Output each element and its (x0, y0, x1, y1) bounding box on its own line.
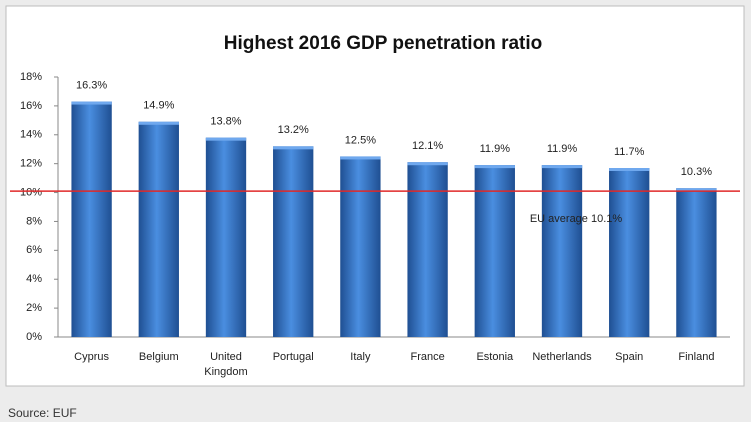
x-tick-label: Spain (615, 351, 643, 363)
x-tick-label: Finland (678, 351, 714, 363)
y-tick-label: 12% (20, 158, 42, 170)
value-label: 12.5% (345, 134, 376, 146)
value-label: 11.7% (614, 146, 645, 158)
y-tick-label: 4% (26, 273, 42, 285)
bar-top (474, 165, 515, 169)
bar (273, 146, 314, 337)
bar (138, 121, 179, 338)
value-label: 16.3% (76, 79, 107, 91)
bar (340, 156, 381, 337)
bar (609, 168, 650, 337)
x-tick-label: France (410, 351, 444, 363)
x-tick-label: United Kingdom (204, 351, 247, 378)
x-tick-label: Estonia (476, 351, 514, 363)
x-tick-label: Portugal (273, 351, 314, 363)
bar-top (71, 101, 112, 105)
value-label: 11.9% (547, 143, 578, 155)
bar-top (138, 121, 179, 125)
y-tick-label: 10% (20, 186, 42, 198)
y-tick-label: 2% (26, 302, 42, 314)
bar-top (609, 168, 650, 171)
source: Source: EUF (8, 406, 77, 420)
y-tick-label: 0% (26, 331, 42, 343)
y-tick-label: 8% (26, 215, 42, 227)
bar-top (273, 146, 314, 150)
bar-top (407, 162, 448, 166)
bar (71, 101, 112, 337)
x-tick-label: Belgium (139, 351, 179, 363)
value-label: 13.8% (210, 116, 241, 128)
value-label: 12.1% (412, 140, 443, 152)
bar-top (340, 156, 381, 160)
reference-label: EU average 10.1% (530, 213, 623, 225)
bar (541, 165, 583, 337)
x-tick-label: Italy (350, 351, 371, 363)
x-tick-label: Cyprus (74, 351, 109, 363)
bar-top (541, 165, 583, 169)
y-tick-label: 6% (26, 244, 42, 256)
chart-title: Highest 2016 GDP penetration ratio (224, 33, 543, 54)
y-tick-label: 16% (20, 100, 42, 112)
bar-top (205, 137, 247, 141)
value-label: 14.9% (143, 100, 174, 112)
bar (407, 162, 448, 337)
bar (474, 165, 515, 337)
bar (676, 188, 717, 337)
bar (205, 137, 247, 337)
bar-top (676, 188, 717, 192)
y-tick-label: 14% (20, 129, 42, 141)
y-tick-label: 18% (20, 71, 42, 83)
value-label: 13.2% (278, 124, 309, 136)
value-label: 11.9% (480, 143, 511, 155)
x-tick-label: Netherlands (532, 351, 592, 363)
value-label: 10.3% (681, 166, 712, 178)
